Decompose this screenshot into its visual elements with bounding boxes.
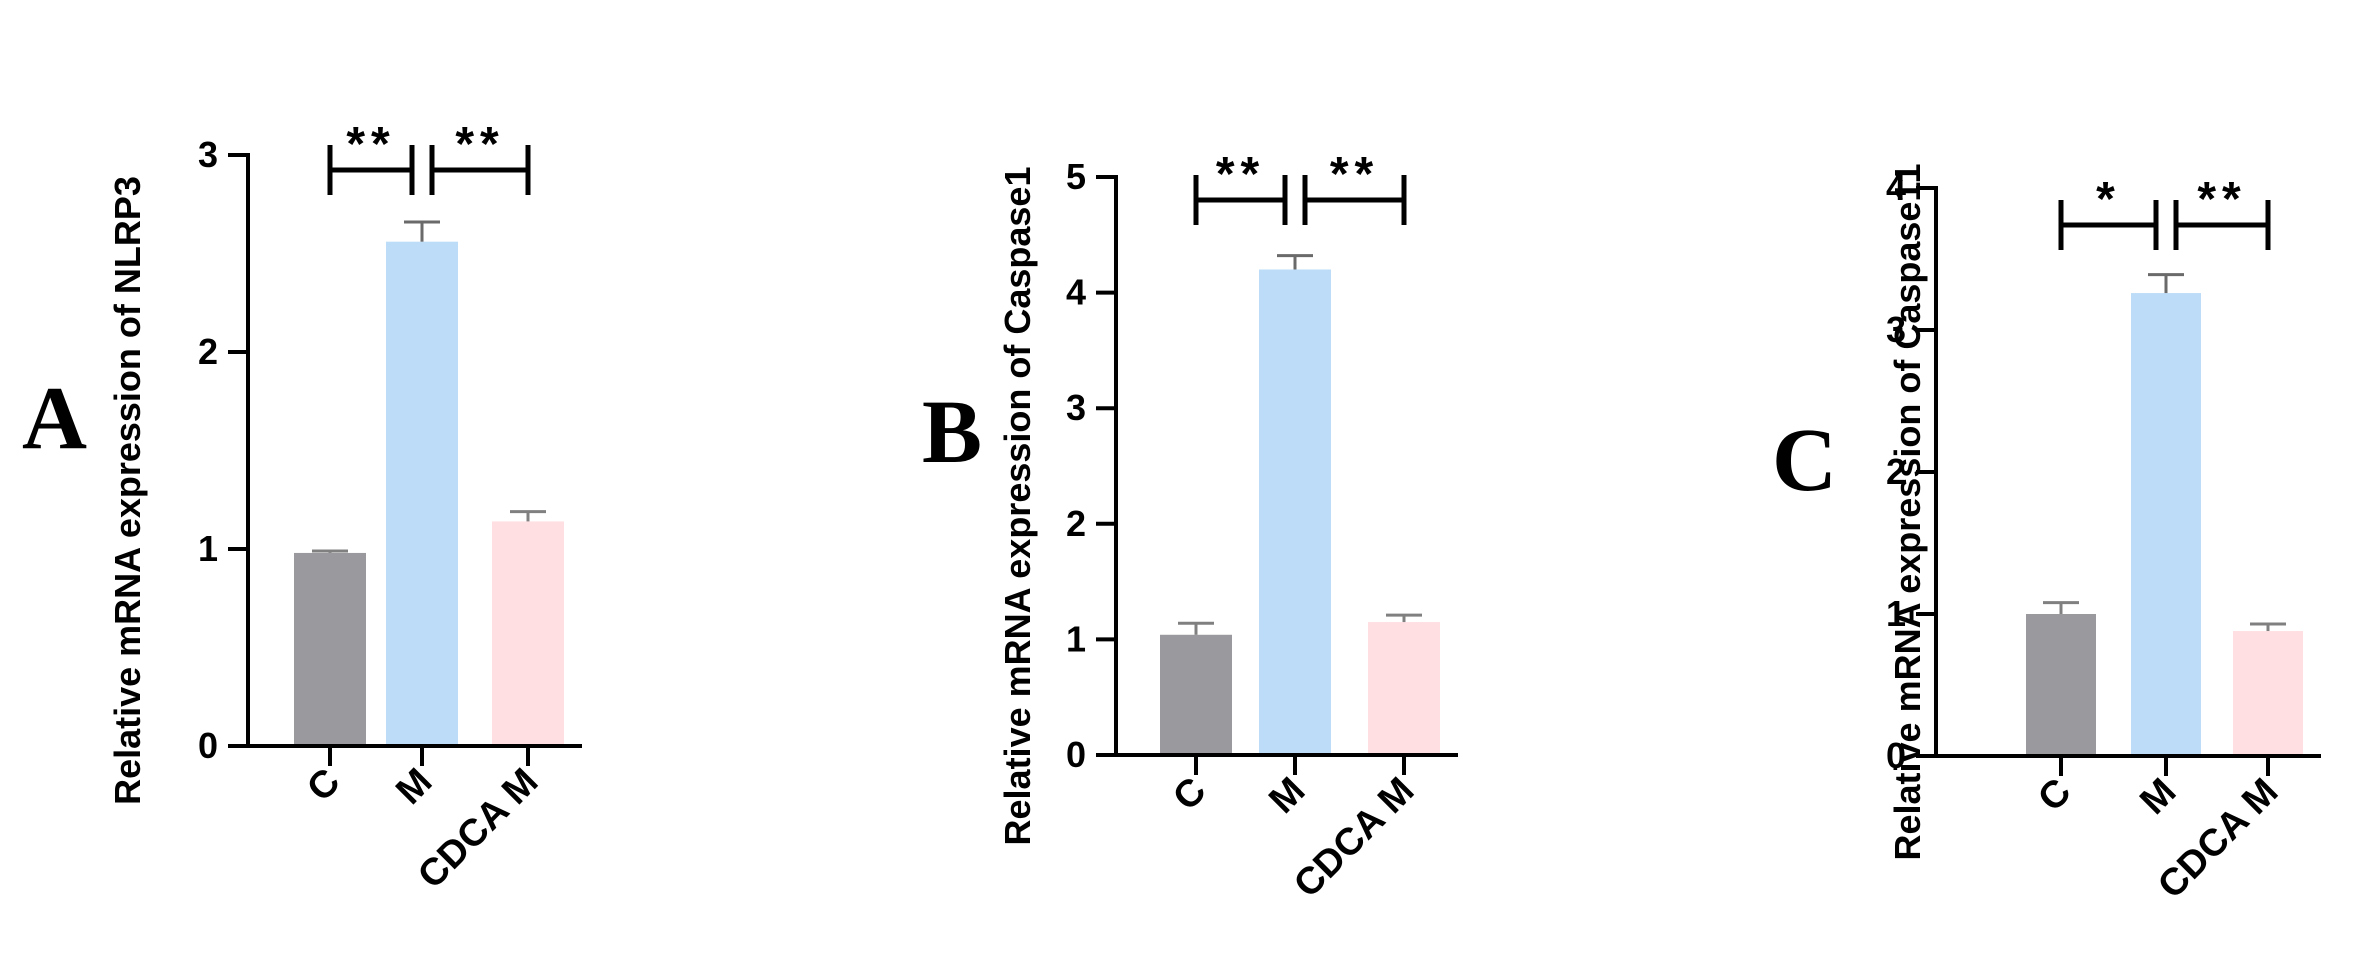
bar: [1160, 634, 1232, 755]
bar: [1368, 622, 1440, 755]
y-axis-title: Relative mRNA expression of Caspase11: [1887, 164, 1928, 861]
y-tick-label: 5: [1066, 156, 1086, 197]
y-tick-label: 1: [1886, 593, 1906, 634]
y-tick-label: 4: [1066, 272, 1086, 313]
significance-label: *: [2096, 173, 2121, 226]
y-tick-label: 0: [198, 725, 218, 766]
y-tick-label: 4: [1886, 167, 1906, 208]
y-tick-label: 3: [1886, 309, 1906, 350]
y-axis-title: Relative mRNA expression of NLRP3: [107, 176, 148, 805]
bar: [2233, 631, 2303, 756]
x-tick-label: C: [2030, 771, 2079, 820]
significance-label: **: [346, 118, 395, 171]
y-tick-label: 2: [198, 331, 218, 372]
panel-letter: B: [922, 383, 982, 482]
x-tick-label: M: [388, 761, 440, 813]
x-tick-label: CDCA M: [1286, 770, 1422, 906]
x-tick-label: C: [1165, 770, 1214, 819]
bar: [2026, 614, 2096, 756]
y-axis-title: Relative mRNA expression of Caspase1: [997, 167, 1038, 846]
significance-label: **: [1330, 148, 1379, 201]
y-tick-label: 3: [198, 134, 218, 175]
bar: [386, 241, 458, 746]
bar: [492, 521, 564, 746]
panel-letter: C: [1772, 411, 1837, 510]
x-tick-label: M: [1261, 770, 1313, 822]
x-tick-label: C: [299, 761, 348, 810]
bar: [294, 552, 366, 746]
x-tick-label: M: [2132, 771, 2184, 823]
y-tick-label: 0: [1886, 735, 1906, 776]
y-tick-label: 2: [1886, 451, 1906, 492]
panel-letter: A: [22, 369, 87, 468]
significance-label: **: [2197, 173, 2246, 226]
y-tick-label: 0: [1066, 734, 1086, 775]
bar: [2131, 293, 2201, 756]
y-tick-label: 1: [198, 528, 218, 569]
y-tick-label: 3: [1066, 387, 1086, 428]
y-tick-label: 2: [1066, 503, 1086, 544]
significance-label: **: [1216, 148, 1265, 201]
y-tick-label: 1: [1066, 618, 1086, 659]
bar: [1259, 269, 1331, 755]
significance-label: **: [455, 118, 504, 171]
